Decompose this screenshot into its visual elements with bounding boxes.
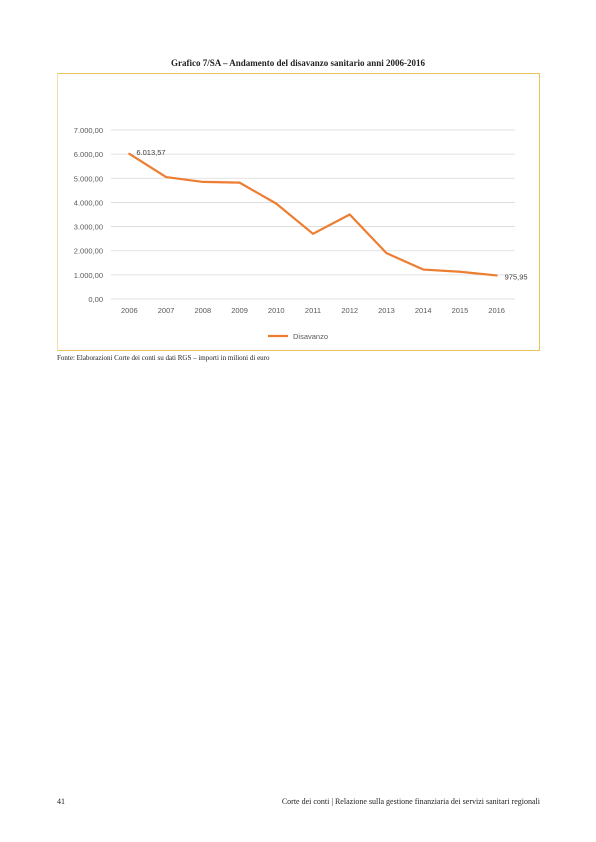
x-tick-label: 2011 [305, 306, 321, 315]
chart-title: Grafico 7/SA – Andamento del disavanzo s… [170, 58, 426, 68]
y-tick-label: 5.000,00 [74, 174, 103, 183]
x-tick-label: 2007 [158, 306, 175, 315]
y-tick-label: 2.000,00 [74, 247, 103, 256]
x-tick-label: 2016 [488, 306, 505, 315]
y-tick-label: 4.000,00 [74, 198, 103, 207]
legend-label: Disavanzo [293, 332, 328, 341]
x-tick-label: 2010 [268, 306, 285, 315]
y-tick-label: 1.000,00 [74, 271, 103, 280]
y-tick-label: 3.000,00 [74, 223, 103, 232]
x-tick-label: 2012 [341, 306, 358, 315]
y-tick-label: 0,00 [88, 295, 103, 304]
x-tick-label: 2009 [231, 306, 248, 315]
y-tick-label: 7.000,00 [74, 126, 103, 135]
series-line-disavanzo [128, 152, 498, 277]
line-chart: 0,00 1.000,00 2.000,00 3.000,00 4.000,00 5.00… [74, 126, 528, 341]
source-note: Fonte: Elaborazioni Corte dei conti su d… [57, 354, 270, 362]
x-tick-label: 2013 [378, 306, 395, 315]
page-number: 41 [57, 797, 65, 806]
footer-text: Corte dei conti | Relazione sulla gestio… [281, 797, 540, 806]
data-label: 6.013,57 [136, 148, 165, 157]
x-tick-label: 2015 [452, 306, 469, 315]
data-label: 975,95 [505, 272, 528, 281]
x-tick-label: 2014 [415, 306, 432, 315]
y-tick-label: 6.000,00 [74, 150, 103, 159]
x-tick-label: 2006 [121, 306, 138, 315]
x-tick-label: 2008 [194, 306, 211, 315]
chart-frame: 0,00 1.000,00 2.000,00 3.000,00 4.000,00 5.00… [57, 73, 540, 351]
